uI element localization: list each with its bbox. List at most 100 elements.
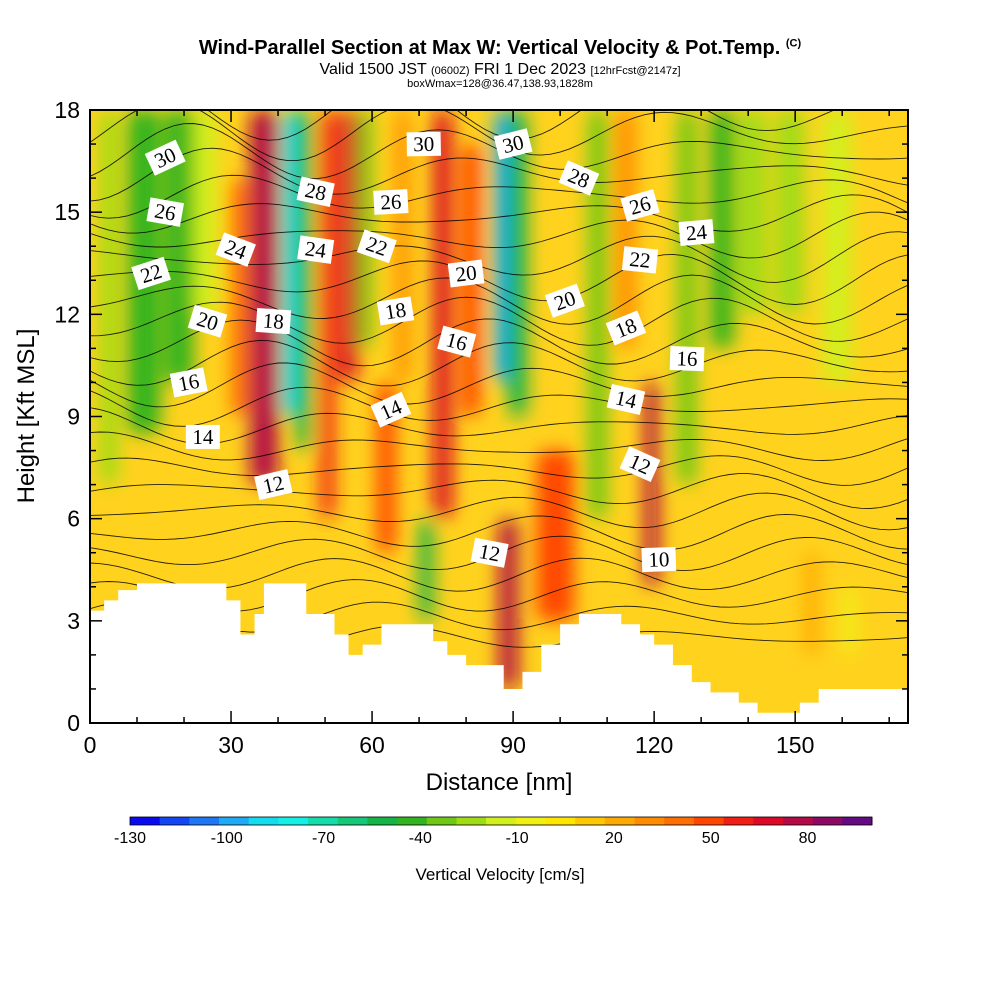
- theta-label: 14: [185, 424, 220, 449]
- valid-date: FRI 1 Dec 2023: [473, 61, 587, 78]
- colorbar-swatch: [130, 817, 161, 825]
- theta-label-box: [620, 189, 660, 222]
- box-info: boxWmax=128@36.47,138.93,1828m: [407, 78, 593, 90]
- colorbar-swatch: [397, 817, 428, 825]
- colorbar-swatch: [486, 817, 517, 825]
- velocity-band: [339, 110, 358, 383]
- velocity-band: [710, 110, 735, 349]
- theta-label-text: 28: [303, 178, 329, 206]
- theta-label-text: 12: [477, 539, 502, 567]
- colorbar-swatch: [842, 817, 873, 825]
- velocity-band: [588, 110, 608, 519]
- velocity-band: [419, 518, 434, 621]
- theta-label-box: [254, 469, 293, 501]
- theta-contour-line: [90, 231, 908, 283]
- terrain-mask: [90, 583, 908, 723]
- theta-contour-line: [90, 455, 908, 486]
- theta-contour-line: [90, 339, 908, 387]
- colorbar-tick-label: -10: [506, 830, 529, 847]
- x-tick-label: 120: [635, 732, 673, 758]
- theta-contour-line: [90, 296, 908, 346]
- theta-label: 24: [678, 219, 715, 247]
- forecast-info: [12hrFcst@2147z]: [590, 65, 681, 77]
- velocity-band: [282, 110, 297, 417]
- valid-utc: (0600Z): [430, 65, 470, 77]
- theta-label: 16: [169, 367, 208, 398]
- colorbar: [129, 816, 873, 826]
- theta-label-text: 26: [153, 199, 178, 226]
- x-axis-title: Distance [nm]: [426, 769, 573, 796]
- theta-label-box: [558, 160, 600, 196]
- velocity-band: [99, 110, 119, 485]
- x-tick-label: 30: [218, 732, 244, 758]
- velocity-band: [776, 110, 805, 315]
- valid-time: Valid 1500 JST: [319, 61, 427, 78]
- chart-title-text: Wind-Parallel Section at Max W: Vertical…: [198, 37, 781, 59]
- theta-label-box: [447, 259, 485, 288]
- colorbar-swatch: [219, 817, 250, 825]
- theta-label-box: [169, 367, 208, 398]
- theta-label: 20: [187, 304, 228, 338]
- colorbar-title: Vertical Velocity [cm/s]: [415, 865, 584, 884]
- theta-contour-line: [90, 194, 908, 234]
- velocity-band: [738, 110, 767, 315]
- theta-label-text: 16: [676, 346, 698, 371]
- velocity-band: [677, 110, 697, 485]
- y-axis-title: Height [Kft MSL]: [13, 329, 40, 504]
- theta-label: 26: [146, 197, 185, 227]
- theta-label-box: [146, 197, 185, 227]
- theta-label: 22: [621, 246, 659, 274]
- copyright-mark: (C): [785, 37, 802, 50]
- theta-label-box: [185, 424, 220, 449]
- colorbar-tick-labels: -130 -100 -70 -40 -10 20 50 80: [114, 830, 816, 847]
- theta-label-text: 16: [176, 369, 201, 397]
- theta-contour-line: [90, 174, 908, 219]
- theta-label-box: [131, 256, 171, 291]
- colorbar-swatch: [812, 817, 843, 825]
- x-tick-label: 90: [500, 732, 526, 758]
- theta-contour-line: [90, 318, 908, 367]
- x-tick-label: 150: [776, 732, 814, 758]
- theta-label-text: 30: [413, 132, 434, 156]
- colorbar-swatch: [278, 817, 309, 825]
- theta-label-text: 14: [192, 425, 214, 449]
- theta-label: 12: [254, 469, 293, 501]
- velocity-band: [296, 110, 311, 451]
- colorbar-swatch: [189, 817, 220, 825]
- theta-label-box: [187, 304, 228, 338]
- velocity-band: [644, 382, 659, 587]
- theta-contour-line: [90, 386, 908, 427]
- theta-label: 20: [447, 259, 485, 288]
- colorbar-swatch: [604, 817, 636, 825]
- theta-label-text: 22: [628, 247, 651, 273]
- theta-label: 24: [297, 235, 335, 264]
- velocity-band: [320, 110, 335, 519]
- theta-label: 10: [641, 546, 677, 573]
- theta-label-box: [406, 131, 441, 157]
- theta-label-text: 20: [454, 260, 478, 286]
- theta-label: 12: [470, 537, 509, 568]
- colorbar-swatch: [159, 817, 190, 825]
- theta-label-box: [376, 296, 415, 326]
- theta-label-text: 10: [648, 547, 670, 572]
- theta-label: 30: [493, 128, 533, 160]
- theta-label-box: [605, 310, 647, 346]
- theta-label: 26: [620, 189, 660, 222]
- velocity-band: [823, 110, 852, 383]
- chart-subtitle: Valid 1500 JST (0600Z) FRI 1 Dec 2023 [1…: [0, 61, 1000, 79]
- colorbar-tick-label: 20: [605, 830, 623, 847]
- colorbar-swatch: [248, 817, 279, 825]
- colorbar-tick-label: 50: [702, 830, 720, 847]
- theta-contour-line: [90, 473, 908, 509]
- y-tick-labels: 0 3 6 9 12 15 18: [54, 97, 80, 736]
- theta-label-box: [370, 391, 412, 428]
- colorbar-tick-label: -100: [211, 830, 243, 847]
- colorbar-tick-label: -40: [409, 830, 432, 847]
- theta-label-box: [356, 229, 397, 264]
- theta-label: 18: [376, 296, 415, 326]
- theta-label-text: 18: [383, 297, 407, 324]
- colorbar-swatch: [456, 817, 487, 825]
- colorbar-swatch: [545, 817, 576, 825]
